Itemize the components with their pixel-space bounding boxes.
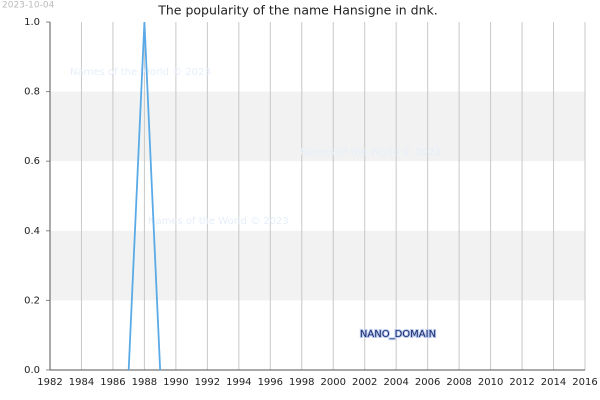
- date-label: 2023-10-04: [2, 1, 55, 11]
- x-tick-label: 2008: [446, 377, 471, 388]
- x-tick-label: 2002: [352, 377, 377, 388]
- x-tick-label: 1990: [163, 377, 188, 388]
- x-tick-label: 2012: [509, 377, 534, 388]
- y-tick-label: 0.2: [24, 295, 40, 306]
- x-tick-label: 2016: [572, 377, 597, 388]
- y-tick-label: 0.0: [24, 365, 40, 376]
- x-tick-label: 2014: [541, 377, 566, 388]
- x-tick-label: 2004: [383, 377, 408, 388]
- x-tick-label: 2000: [321, 377, 346, 388]
- chart-title: The popularity of the name Hansigne in d…: [157, 3, 438, 18]
- x-tick-label: 1986: [100, 377, 125, 388]
- watermark: Names of the World © 2023: [70, 67, 211, 78]
- x-tick-label: 1984: [69, 377, 94, 388]
- x-tick-label: 1988: [132, 377, 157, 388]
- y-tick-label: 0.8: [24, 87, 40, 98]
- badge: NANO_DOMAIN: [360, 329, 436, 340]
- x-tick-label: 2006: [415, 377, 440, 388]
- line: [127, 21, 162, 371]
- y-tick-label: 0.6: [24, 156, 40, 167]
- y-tick-label: 1.0: [24, 17, 40, 28]
- watermark: Names of the World © 2023: [148, 216, 289, 227]
- x-tick-label: 1996: [258, 377, 283, 388]
- x-tick-label: 1994: [226, 377, 251, 388]
- grid-band: [50, 230, 585, 301]
- x-tick-label: 2010: [478, 377, 503, 388]
- x-tick-label: 1998: [289, 377, 314, 388]
- x-tick-label: 1992: [195, 377, 220, 388]
- y-tick-label: 0.4: [24, 226, 40, 237]
- x-tick-label: 1982: [37, 377, 62, 388]
- watermark: Names of the World © 2023: [300, 147, 441, 158]
